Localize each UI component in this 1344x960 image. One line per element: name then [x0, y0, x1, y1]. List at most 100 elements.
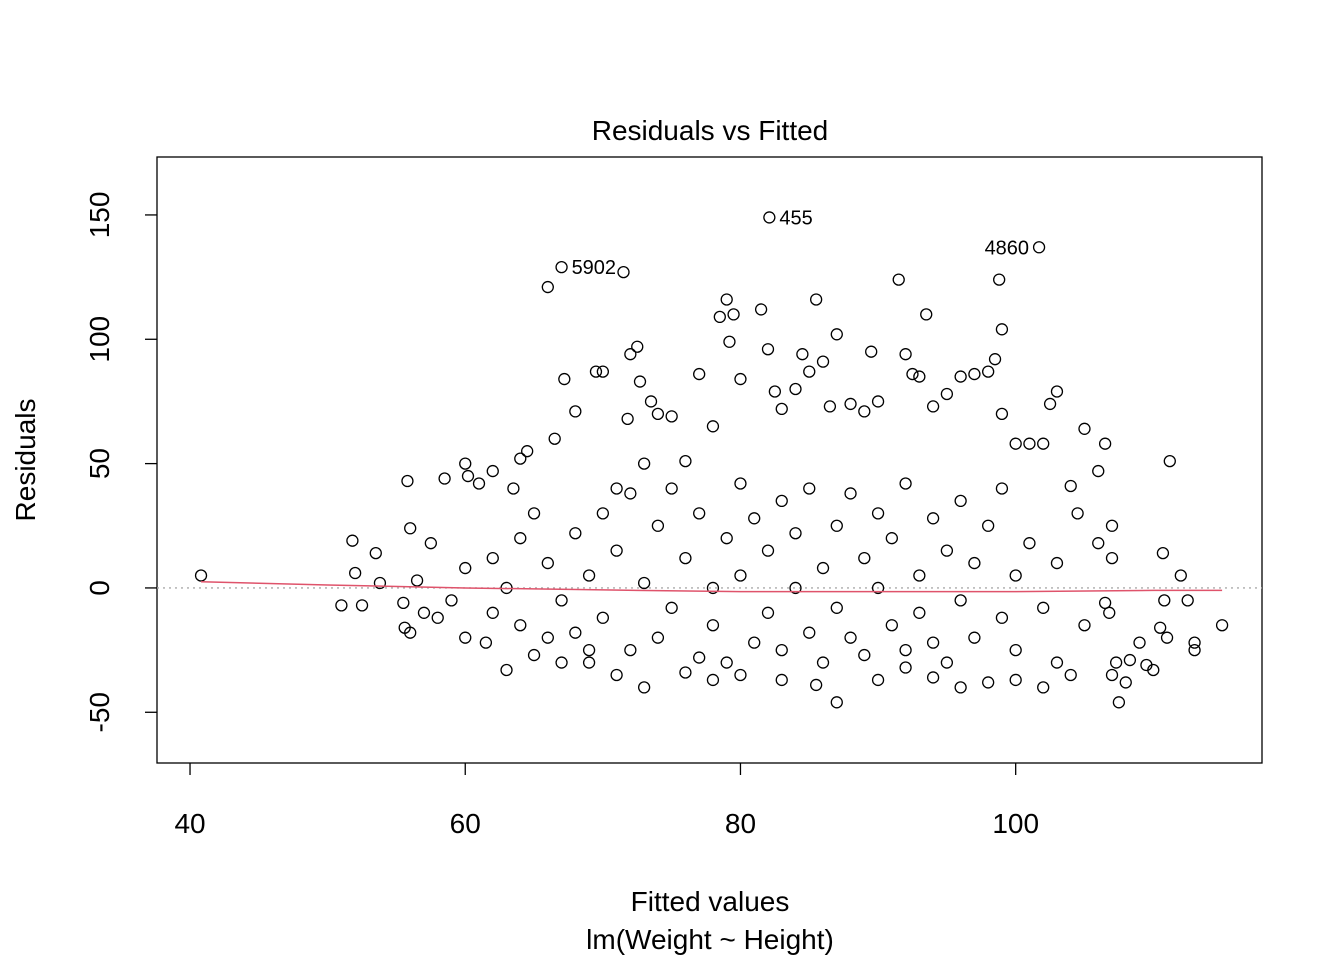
point: [369, 546, 382, 560]
point: [871, 395, 885, 408]
point: [1105, 551, 1119, 565]
point: [913, 569, 926, 582]
y-tick-label: -50: [84, 692, 115, 732]
point: [527, 648, 541, 662]
y-tick-label: 100: [84, 316, 115, 363]
point: [644, 395, 658, 408]
y-axis-label: Residuals: [10, 399, 41, 522]
point: [1098, 437, 1112, 450]
point: [748, 512, 761, 525]
point: [830, 696, 843, 709]
point: [459, 561, 472, 575]
point: [621, 412, 634, 425]
point: [514, 619, 527, 632]
point: [431, 611, 444, 624]
point: [706, 673, 720, 687]
chart-title: Residuals vs Fitted: [592, 115, 829, 146]
point: [1009, 569, 1022, 582]
point: [610, 668, 623, 682]
point: [582, 569, 596, 582]
point: [417, 606, 431, 619]
point: [789, 382, 802, 396]
point: [892, 273, 905, 286]
point: [995, 323, 1009, 336]
point: [693, 367, 706, 381]
point: [461, 469, 475, 483]
point: [569, 527, 582, 540]
y-tick-label: 150: [84, 192, 115, 239]
point: [993, 273, 1006, 286]
point: [982, 365, 995, 378]
point: [1181, 594, 1194, 607]
point: [1109, 656, 1123, 669]
point: [734, 668, 747, 682]
point: [596, 507, 610, 520]
point: [734, 477, 747, 490]
point: [885, 532, 898, 545]
point: [809, 678, 823, 692]
point: [397, 596, 410, 610]
point: [1092, 464, 1105, 478]
point: [507, 482, 520, 495]
point: [1098, 596, 1112, 610]
x-tick-label: 80: [725, 808, 756, 839]
point: [720, 532, 733, 545]
point: [1023, 537, 1036, 550]
y-tick-label: 50: [84, 448, 115, 479]
point: [1158, 594, 1171, 607]
point: [541, 631, 554, 644]
point: [637, 681, 651, 694]
point: [1160, 631, 1174, 644]
x-tick-label: 60: [450, 808, 481, 839]
point: [541, 556, 554, 570]
point: [982, 519, 995, 532]
point: [373, 576, 387, 590]
point: [1050, 556, 1064, 570]
point: [871, 673, 885, 687]
point: [194, 569, 208, 582]
point: [555, 594, 568, 607]
point: [335, 599, 348, 612]
point: [789, 581, 802, 595]
point: [438, 472, 451, 485]
point: [1050, 385, 1064, 398]
point: [637, 457, 651, 470]
point: [1174, 569, 1187, 582]
point: [1037, 681, 1050, 694]
point: [679, 666, 692, 679]
point: [1064, 668, 1077, 682]
x-tick-label: 40: [174, 808, 205, 839]
point: [926, 512, 940, 525]
point: [633, 375, 647, 388]
point: [830, 601, 843, 614]
point: [871, 581, 885, 595]
point: [355, 599, 369, 612]
point: [823, 400, 837, 413]
point: [816, 561, 830, 575]
point: [555, 656, 568, 669]
point: [582, 656, 596, 669]
point: [954, 370, 967, 383]
point: [816, 656, 830, 669]
point: [844, 631, 857, 644]
point: [401, 474, 414, 488]
point: [486, 551, 499, 565]
point: [761, 343, 775, 356]
point: [541, 280, 554, 294]
point: [1078, 422, 1091, 435]
point: [679, 454, 692, 468]
point: [775, 643, 788, 657]
point: [1043, 397, 1057, 411]
point: [596, 365, 610, 378]
point: [809, 293, 823, 306]
point: [1105, 519, 1119, 532]
point: [679, 551, 692, 565]
point: [734, 569, 747, 582]
point: [723, 335, 736, 348]
point: [569, 626, 582, 639]
point: [1092, 537, 1105, 550]
point: [803, 482, 816, 495]
point: [486, 606, 499, 619]
point: [720, 293, 733, 306]
point: [899, 661, 912, 674]
